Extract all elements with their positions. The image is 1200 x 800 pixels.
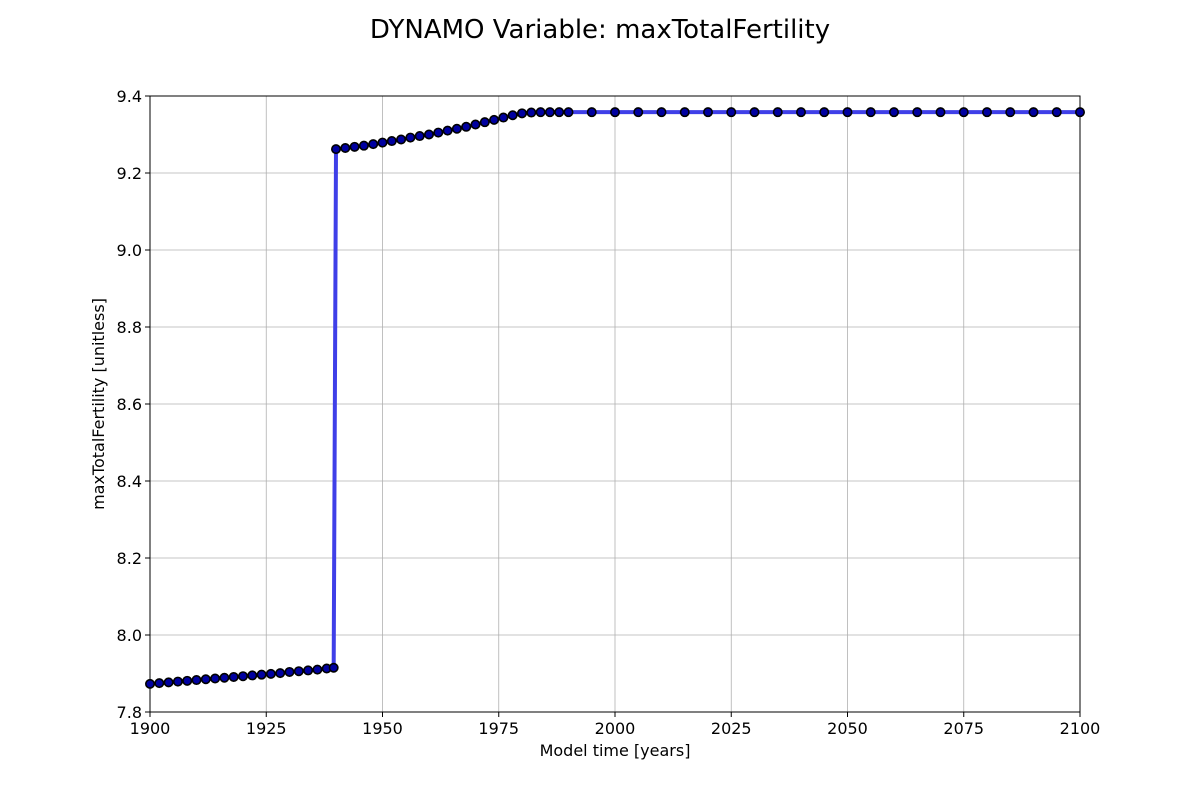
data-point — [470, 119, 481, 130]
data-point — [586, 107, 597, 118]
data-point — [479, 117, 490, 128]
data-point — [293, 666, 304, 677]
y-tick-label: 7.8 — [117, 703, 142, 722]
data-point — [377, 137, 388, 148]
y-tick-label: 8.8 — [117, 318, 142, 337]
x-tick-label: 2050 — [827, 719, 868, 738]
x-tick-label: 2075 — [943, 719, 984, 738]
data-point — [609, 107, 620, 118]
data-point — [328, 662, 339, 673]
data-point — [396, 134, 407, 145]
x-tick-label: 1975 — [478, 719, 519, 738]
y-tick-label: 8.6 — [117, 395, 142, 414]
data-point — [981, 107, 992, 118]
data-point — [935, 107, 946, 118]
x-tick-label: 1925 — [246, 719, 287, 738]
data-point — [819, 107, 830, 118]
data-point — [423, 129, 434, 140]
data-point — [414, 131, 425, 142]
data-point — [656, 107, 667, 118]
y-tick-label: 9.2 — [117, 164, 142, 183]
data-point — [461, 121, 472, 132]
data-point — [145, 678, 156, 689]
y-tick-label: 9.4 — [117, 87, 142, 106]
y-tick-label: 8.0 — [117, 626, 142, 645]
data-point — [182, 675, 193, 686]
data-point — [1051, 107, 1062, 118]
data-point — [312, 664, 323, 675]
data-point — [247, 670, 258, 681]
data-point — [526, 107, 537, 118]
series-layer — [145, 107, 1086, 689]
data-point — [544, 107, 555, 118]
x-tick-label: 2100 — [1060, 719, 1101, 738]
data-point — [633, 107, 644, 118]
data-point — [238, 671, 249, 682]
data-point — [535, 107, 546, 118]
data-point — [358, 140, 369, 151]
data-point — [842, 107, 853, 118]
data-point — [451, 123, 462, 134]
data-point — [368, 139, 379, 150]
data-point — [172, 676, 183, 687]
data-point — [191, 675, 202, 686]
data-point — [275, 668, 286, 679]
data-point — [489, 114, 500, 125]
data-point — [865, 107, 876, 118]
x-tick-label: 2000 — [595, 719, 636, 738]
y-tick-label: 8.2 — [117, 549, 142, 568]
data-point — [284, 666, 295, 677]
data-point — [219, 672, 230, 683]
data-point — [772, 107, 783, 118]
data-point — [442, 125, 453, 136]
data-point — [200, 674, 211, 685]
data-point — [1028, 107, 1039, 118]
data-point — [726, 107, 737, 118]
data-point — [265, 668, 276, 679]
y-axis-label: maxTotalFertility [unitless] — [89, 298, 108, 510]
data-point — [228, 671, 239, 682]
data-point — [749, 107, 760, 118]
data-point — [516, 108, 527, 119]
data-point — [210, 673, 221, 684]
data-point — [888, 107, 899, 118]
data-point — [1005, 107, 1016, 118]
data-point — [1075, 107, 1086, 118]
data-point — [340, 142, 351, 153]
data-point — [554, 107, 565, 118]
data-point — [679, 107, 690, 118]
x-tick-label: 2025 — [711, 719, 752, 738]
data-point — [163, 677, 174, 688]
x-tick-label: 1900 — [130, 719, 171, 738]
data-point — [303, 665, 314, 676]
data-point — [498, 112, 509, 123]
data-point — [386, 136, 397, 147]
data-point — [349, 141, 360, 152]
data-point — [330, 144, 341, 155]
grid — [149, 95, 1081, 713]
y-tick-label: 8.4 — [117, 472, 142, 491]
data-point — [256, 669, 267, 680]
x-axis-label: Model time [years] — [540, 741, 691, 760]
data-point — [958, 107, 969, 118]
chart-title: DYNAMO Variable: maxTotalFertility — [370, 15, 830, 45]
data-point — [912, 107, 923, 118]
data-point — [563, 107, 574, 118]
data-point — [702, 107, 713, 118]
data-point — [507, 110, 518, 121]
x-tick-label: 1950 — [362, 719, 403, 738]
data-point — [433, 127, 444, 138]
data-point — [795, 107, 806, 118]
data-point — [154, 678, 165, 689]
ticks: 1900 1925 1950 1975 2000 2025 2050 2075 2100 7.8 8… — [117, 87, 1101, 738]
data-point — [405, 132, 416, 143]
y-tick-label: 9.0 — [117, 241, 142, 260]
